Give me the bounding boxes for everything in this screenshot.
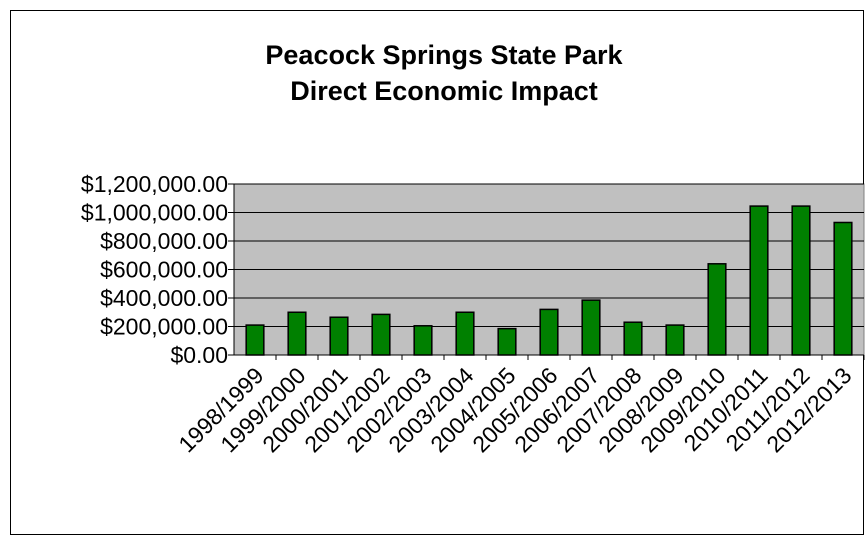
bar xyxy=(497,327,517,356)
axes xyxy=(228,183,865,360)
bar xyxy=(623,321,643,356)
bar xyxy=(833,221,853,356)
y-tick-label: $1,000,000.00 xyxy=(81,200,228,226)
x-tick-labels: 1998/19991999/20002000/20012001/20022002… xyxy=(173,362,856,457)
bar xyxy=(371,313,391,356)
bar xyxy=(287,311,307,356)
bar xyxy=(539,308,559,356)
y-tick-label: $1,200,000.00 xyxy=(81,171,228,197)
y-tick-label: $0.00 xyxy=(170,342,228,368)
bar xyxy=(581,299,601,356)
chart-title-line-2: Direct Economic Impact xyxy=(290,76,598,106)
bar xyxy=(413,325,433,356)
y-tick-label: $200,000.00 xyxy=(100,314,228,340)
bar xyxy=(707,263,727,356)
bar xyxy=(665,324,685,356)
y-tick-label: $400,000.00 xyxy=(100,285,228,311)
y-tick-label: $600,000.00 xyxy=(100,257,228,283)
bar xyxy=(245,324,265,356)
y-tick-labels: $0.00$200,000.00 $400,000.00$600,000.00 $8… xyxy=(81,171,228,368)
bar xyxy=(791,205,811,356)
bar xyxy=(329,316,349,356)
bars xyxy=(245,205,853,356)
chart-title-line-1: Peacock Springs State Park xyxy=(265,40,623,70)
bar xyxy=(455,311,475,356)
y-tick-label: $800,000.00 xyxy=(100,228,228,254)
bar xyxy=(749,205,769,356)
